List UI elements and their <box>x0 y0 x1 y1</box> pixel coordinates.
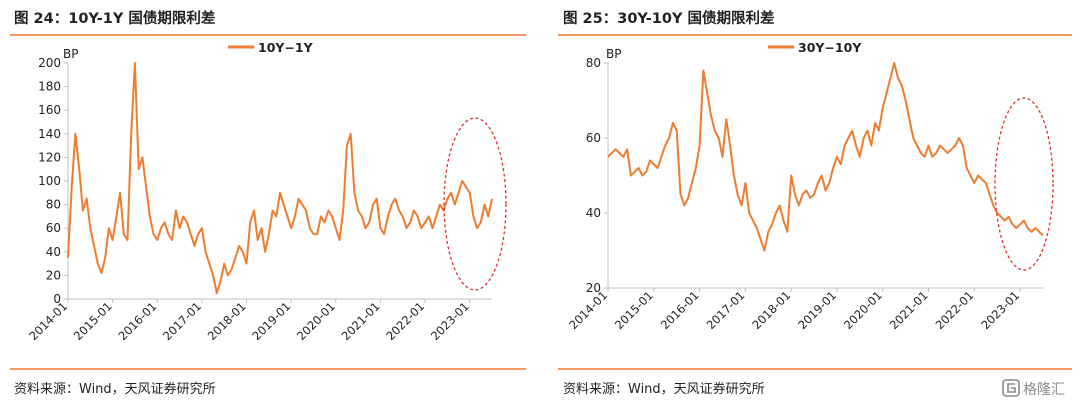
x-tick-label: 2015-01 <box>71 299 115 343</box>
source-note: 资料来源：Wind，天风证券研究所 <box>563 381 765 397</box>
y-tick-label: 40 <box>46 245 61 259</box>
y-tick-label: 60 <box>586 131 601 145</box>
source-note: 资料来源：Wind，天风证券研究所 <box>14 381 216 397</box>
x-tick-label: 2015-01 <box>612 288 656 332</box>
x-tick-label: 2017-01 <box>160 299 204 343</box>
legend-label: 30Y−10Y <box>798 40 862 55</box>
x-tick-label: 2022-01 <box>383 299 427 343</box>
y-tick-label: 80 <box>586 56 601 70</box>
x-tick-label: 2019-01 <box>249 299 293 343</box>
y-tick-label: 20 <box>46 268 61 282</box>
gelonghui-logo-icon <box>1002 379 1020 397</box>
x-tick-label: 2018-01 <box>205 299 249 343</box>
y-tick-label: 120 <box>38 150 61 164</box>
x-tick-label: 2020-01 <box>294 299 338 343</box>
y-axis-unit: BP <box>63 47 78 61</box>
figure-panel-left: 图 24：10Y-1Y 国债期限利差 BP 10Y−1Y 0 20 40 60 80 10… <box>10 9 526 397</box>
x-tick-label: 2021-01 <box>339 299 383 343</box>
y-axis-unit: BP <box>606 47 621 61</box>
x-tick-label: 2020-01 <box>841 288 885 332</box>
plot-area: 0 20 40 60 80 100 120 140 160 180 200 2014-01 2015-0… <box>26 56 507 343</box>
legend-label: 10Y−1Y <box>258 40 314 55</box>
highlight-ellipse <box>994 97 1054 271</box>
legend: 10Y−1Y <box>228 40 314 55</box>
x-tick-label: 2021-01 <box>887 288 931 332</box>
x-tick-label: 2016-01 <box>115 299 159 343</box>
y-tick-label: 20 <box>586 281 601 295</box>
x-tick-label: 2019-01 <box>795 288 839 332</box>
x-tick-label: 2022-01 <box>933 288 977 332</box>
watermark: 格隆汇 <box>1002 379 1065 398</box>
x-tick-label: 2017-01 <box>704 288 748 332</box>
highlight-ellipse <box>443 117 507 291</box>
y-tick-label: 160 <box>38 103 61 117</box>
series-line <box>67 62 493 295</box>
y-tick-label: 40 <box>586 206 601 220</box>
y-tick-label: 200 <box>38 56 61 70</box>
x-tick-label: 2023-01 <box>428 299 472 343</box>
y-tick-label: 60 <box>46 221 61 235</box>
x-tick-label: 2014-01 <box>26 299 70 343</box>
x-tick-label: 2023-01 <box>978 288 1022 332</box>
y-tick-label: 140 <box>38 127 61 141</box>
figure-panel-right: 图 25：30Y-10Y 国债期限利差 BP 30Y−10Y 20 40 60 80 2… <box>558 9 1072 397</box>
y-tick-label: 100 <box>38 174 61 188</box>
legend: 30Y−10Y <box>768 40 862 55</box>
y-tick-label: 80 <box>46 198 61 212</box>
watermark-text: 格隆汇 <box>1023 382 1065 398</box>
y-tick-label: 0 <box>53 292 61 306</box>
x-tick-label: 2016-01 <box>658 288 702 332</box>
chart-title: 图 24：10Y-1Y 国债期限利差 <box>14 9 215 27</box>
y-tick-label: 180 <box>38 80 61 94</box>
x-tick-label: 2018-01 <box>749 288 793 332</box>
series-line <box>607 62 1044 252</box>
chart-title: 图 25：30Y-10Y 国债期限利差 <box>563 9 775 27</box>
